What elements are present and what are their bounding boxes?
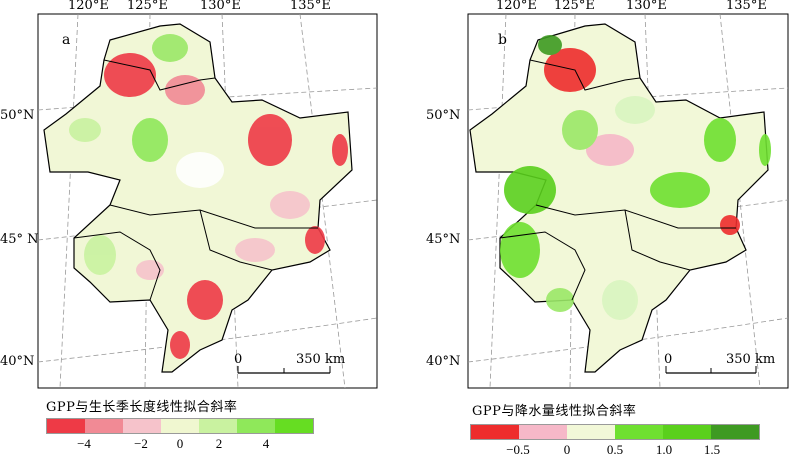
legend-swatch xyxy=(519,425,567,439)
legend-tick: 4 xyxy=(262,436,270,451)
legend-title: GPP与降水量线性拟合斜率 xyxy=(472,404,637,419)
legend-swatch xyxy=(237,419,275,433)
lat-label-40: 40°N xyxy=(0,354,35,369)
legend-tick: −2 xyxy=(134,436,148,451)
legend-tick: 0.5 xyxy=(606,442,624,457)
panel-letter: b xyxy=(498,32,507,48)
legend-swatch xyxy=(711,425,759,439)
map-b xyxy=(467,13,789,389)
scale-label-start: 0 xyxy=(234,352,243,367)
scale-bar xyxy=(665,366,757,374)
legend-colorbar xyxy=(470,424,760,440)
lat-label-40: 40°N xyxy=(426,354,461,369)
lon-label-120: 120°E xyxy=(496,0,537,13)
legend-tick: 1.5 xyxy=(703,442,721,457)
legend-tick: 2 xyxy=(215,436,223,451)
lon-label-120: 120°E xyxy=(68,0,109,13)
map-data-patches xyxy=(69,34,348,359)
legend-swatch xyxy=(161,419,199,433)
legend-tick: 0 xyxy=(563,442,571,457)
province-boundaries xyxy=(73,59,318,301)
legend-swatch xyxy=(85,419,123,433)
province-boundaries xyxy=(499,59,736,301)
legend-swatch xyxy=(123,419,161,433)
legend-swatch xyxy=(275,419,313,433)
legend-swatch xyxy=(567,425,615,439)
legend-swatch xyxy=(47,419,85,433)
scale-label-end: 350 km xyxy=(726,352,776,367)
legend-tick: −0.5 xyxy=(506,442,530,457)
legend-swatch xyxy=(663,425,711,439)
lat-label-45: 45°N xyxy=(426,232,461,247)
legend-tick: 1.0 xyxy=(655,442,673,457)
legend-swatch xyxy=(471,425,519,439)
legend-colorbar xyxy=(46,418,314,434)
lat-label-50: 50°N xyxy=(0,108,35,123)
legend-swatch xyxy=(615,425,663,439)
map-panel-b: b 120°E 125°E 130°E 135°E 50°N 45°N 40°N… xyxy=(420,0,800,457)
region-shape xyxy=(43,23,353,373)
map-a xyxy=(37,13,378,389)
map-panel-a: a 120°E 125°E 130°E 135°E 50°N 45° N 40°… xyxy=(0,0,390,451)
legend-swatch xyxy=(199,419,237,433)
lon-label-135: 135°E xyxy=(290,0,331,13)
legend-tick: 0 xyxy=(176,436,184,451)
lat-label-50: 50°N xyxy=(426,108,461,123)
lon-label-130: 130°E xyxy=(200,0,241,13)
map-data-patches xyxy=(500,35,771,320)
scale-bar xyxy=(237,366,331,374)
legend-title: GPP与生长季长度线性拟合斜率 xyxy=(46,400,238,415)
region-shape xyxy=(469,23,769,373)
legend-tick: −4 xyxy=(77,436,91,451)
lat-label-45: 45° N xyxy=(0,232,39,247)
lon-label-125: 125°E xyxy=(127,0,168,13)
lon-label-125: 125°E xyxy=(554,0,595,13)
scale-label-end: 350 km xyxy=(296,352,346,367)
lon-label-130: 130°E xyxy=(626,0,667,13)
panel-letter: a xyxy=(62,32,71,48)
lon-label-135: 135°E xyxy=(726,0,767,13)
scale-label-start: 0 xyxy=(664,352,673,367)
